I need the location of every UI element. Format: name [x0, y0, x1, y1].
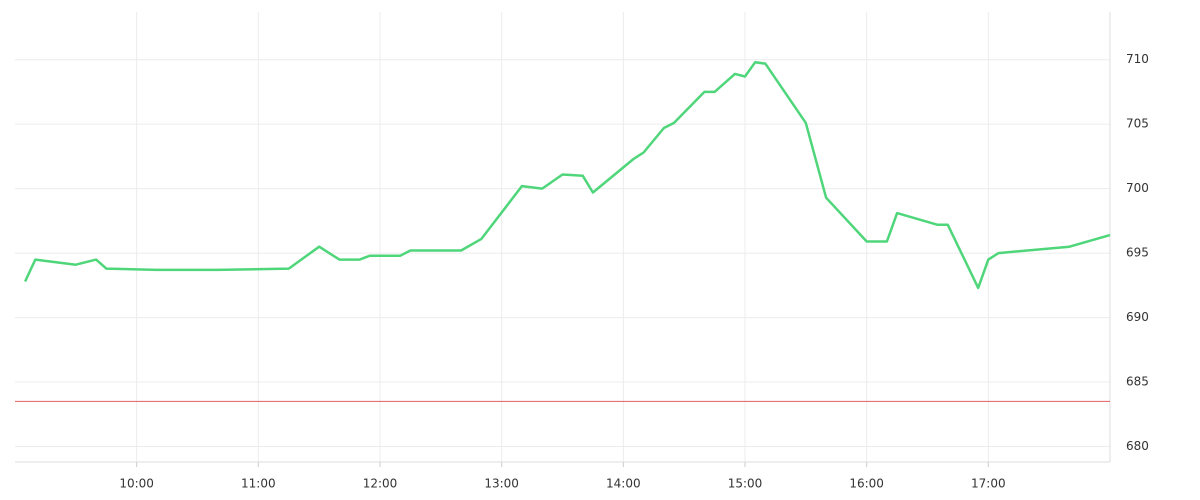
- x-tick-label: 10:00: [119, 477, 154, 491]
- x-tick-label: 12:00: [363, 477, 398, 491]
- y-tick-label: 690: [1126, 310, 1149, 324]
- x-tick-label: 15:00: [728, 477, 763, 491]
- y-tick-label: 695: [1126, 246, 1149, 260]
- y-tick-label: 685: [1126, 375, 1149, 389]
- x-tick-label: 16:00: [849, 477, 884, 491]
- price-line: [23, 61, 1111, 290]
- x-tick-label: 14:00: [606, 477, 641, 491]
- y-tick-label: 710: [1126, 52, 1149, 66]
- y-tick-label: 705: [1126, 117, 1149, 131]
- x-tick-label: 11:00: [241, 477, 276, 491]
- x-tick-label: 13:00: [484, 477, 519, 491]
- x-tick-label: 17:00: [971, 477, 1006, 491]
- y-tick-label: 700: [1126, 181, 1149, 195]
- y-tick-label: 680: [1126, 439, 1149, 453]
